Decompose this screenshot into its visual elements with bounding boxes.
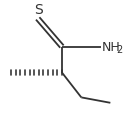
Text: 2: 2 xyxy=(116,45,122,55)
Text: NH: NH xyxy=(102,40,121,53)
Text: S: S xyxy=(35,3,43,17)
